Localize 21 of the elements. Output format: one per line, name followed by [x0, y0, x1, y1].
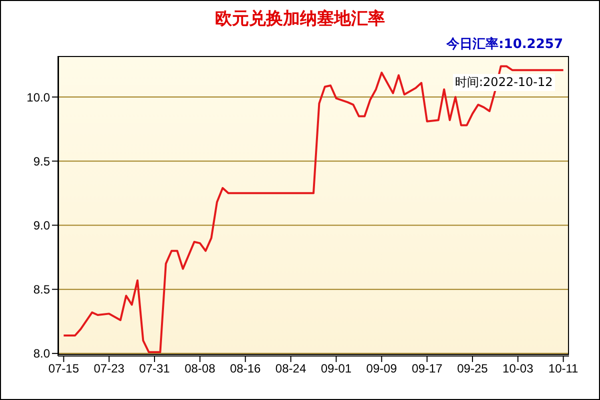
x-tick-label: 07-23 [94, 362, 125, 376]
x-tick-label: 09-09 [366, 362, 398, 376]
x-tick-label: 08-24 [275, 362, 306, 376]
x-tick-label: 09-01 [320, 362, 352, 376]
chart-title: 欧元兑换加纳塞地汇率 [214, 8, 386, 30]
y-tick-label: 10.0 [26, 90, 50, 104]
y-tick-label: 9.0 [33, 218, 50, 232]
x-tick-label: 07-31 [139, 362, 170, 376]
x-tick-label: 09-25 [457, 362, 488, 376]
y-tick-label: 8.0 [33, 346, 50, 361]
x-tick-label: 09-17 [412, 362, 443, 376]
x-tick-label: 08-16 [230, 362, 262, 376]
annotation: 时间:2022-10-12 [453, 74, 555, 91]
x-tick-label: 10-03 [502, 362, 534, 376]
x-tick-label: 10-11 [548, 362, 579, 376]
x-tick-label: 07-15 [48, 362, 80, 376]
text: 今日汇率:10.2257 [446, 36, 563, 53]
x-tick-label: 08-08 [184, 362, 216, 376]
line-series [62, 65, 564, 354]
y-tick-label: 8.5 [33, 282, 50, 297]
y-tick-label: 9.5 [33, 154, 50, 168]
